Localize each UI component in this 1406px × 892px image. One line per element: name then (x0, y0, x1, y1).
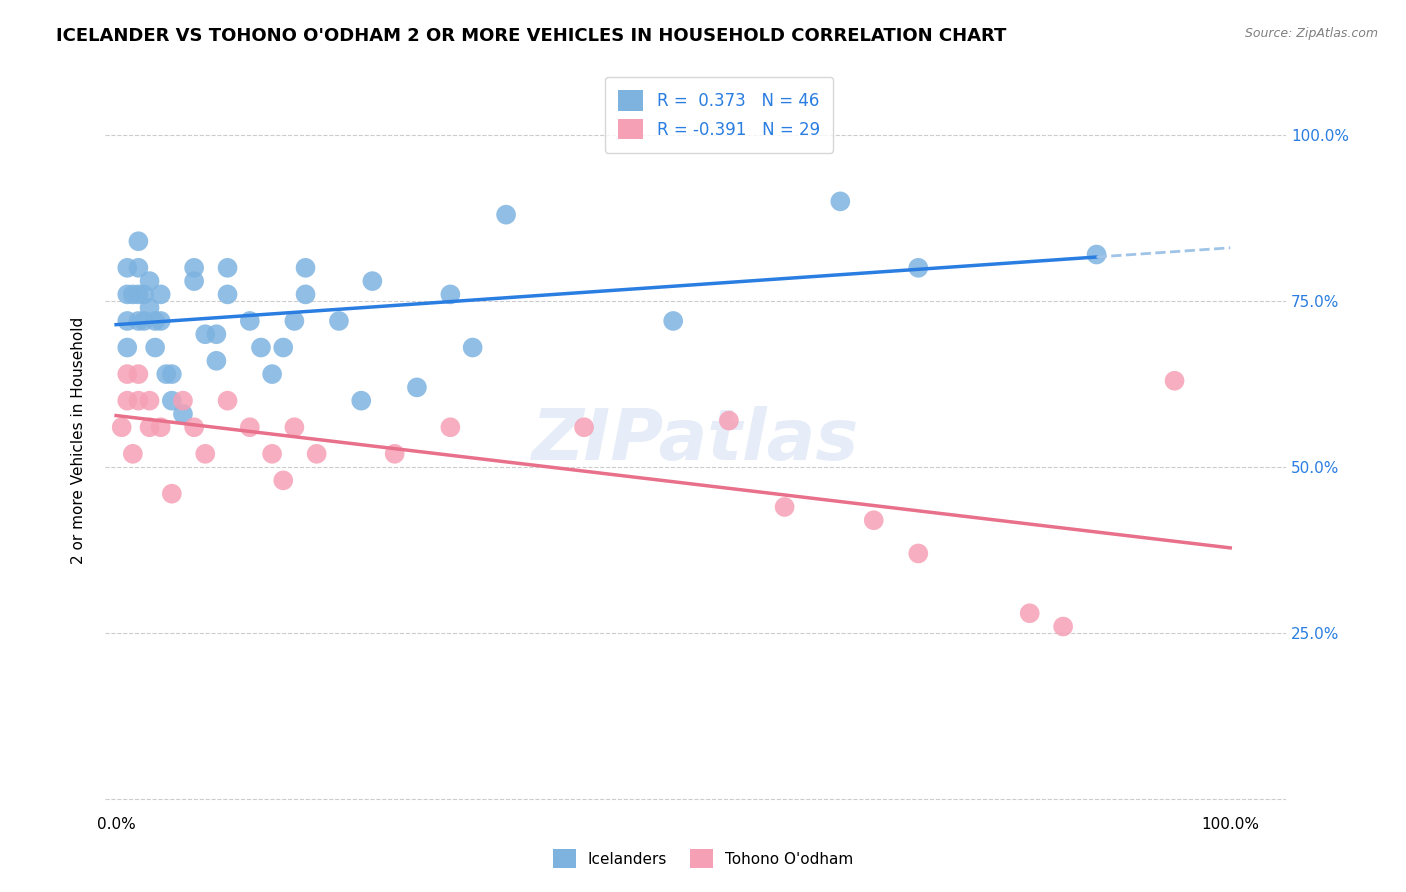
Text: ICELANDER VS TOHONO O'ODHAM 2 OR MORE VEHICLES IN HOUSEHOLD CORRELATION CHART: ICELANDER VS TOHONO O'ODHAM 2 OR MORE VE… (56, 27, 1007, 45)
Point (127, 367, 149, 381)
Point (183, 420, 205, 434)
Point (160, 367, 183, 381)
Text: ZIPatlas: ZIPatlas (531, 406, 859, 475)
Point (205, 327, 228, 342)
Point (862, 513, 884, 527)
Point (262, 447, 284, 461)
Point (121, 287, 143, 301)
Point (294, 287, 316, 301)
Point (132, 287, 155, 301)
Point (160, 393, 183, 408)
Legend: R =  0.373   N = 46, R = -0.391   N = 29: R = 0.373 N = 46, R = -0.391 N = 29 (605, 77, 834, 153)
Point (439, 420, 461, 434)
Point (149, 314, 172, 328)
Point (907, 546, 929, 560)
Point (172, 393, 194, 408)
Point (132, 314, 155, 328)
Point (111, 420, 134, 434)
Point (1052, 619, 1074, 633)
Point (239, 314, 262, 328)
Point (138, 393, 160, 408)
Point (149, 420, 172, 434)
Point (361, 274, 384, 288)
Point (1085, 247, 1108, 261)
Point (384, 447, 406, 461)
Point (239, 420, 262, 434)
Legend: Icelanders, Tohono O'odham: Icelanders, Tohono O'odham (546, 841, 860, 875)
Point (305, 447, 328, 461)
Point (250, 341, 273, 355)
Text: Source: ZipAtlas.com: Source: ZipAtlas.com (1244, 27, 1378, 40)
Point (271, 474, 294, 488)
Point (117, 314, 139, 328)
Point (127, 393, 149, 408)
Point (717, 414, 740, 428)
Point (127, 234, 149, 248)
Point (283, 420, 305, 434)
Point (328, 314, 350, 328)
Point (217, 287, 239, 301)
Point (127, 314, 149, 328)
Point (271, 341, 294, 355)
Point (117, 393, 139, 408)
Point (495, 208, 517, 222)
Point (121, 447, 143, 461)
Point (155, 367, 177, 381)
Point (572, 420, 595, 434)
Point (160, 486, 183, 500)
Point (283, 314, 305, 328)
Point (127, 260, 149, 275)
Point (138, 274, 160, 288)
Point (183, 274, 205, 288)
Point (138, 420, 160, 434)
Point (1018, 606, 1040, 620)
Point (262, 367, 284, 381)
Point (773, 500, 796, 514)
Point (183, 260, 205, 275)
Point (172, 407, 194, 421)
Point (117, 260, 139, 275)
Point (117, 341, 139, 355)
Point (143, 341, 166, 355)
Point (406, 380, 429, 394)
Point (461, 341, 484, 355)
Y-axis label: 2 or more Vehicles in Household: 2 or more Vehicles in Household (72, 317, 86, 564)
Point (149, 287, 172, 301)
Point (907, 260, 929, 275)
Point (117, 367, 139, 381)
Point (194, 327, 217, 342)
Point (143, 314, 166, 328)
Point (662, 314, 685, 328)
Point (1163, 374, 1185, 388)
Point (117, 287, 139, 301)
Point (205, 353, 228, 368)
Point (830, 194, 852, 209)
Point (294, 260, 316, 275)
Point (138, 301, 160, 315)
Point (217, 393, 239, 408)
Point (194, 447, 217, 461)
Point (127, 287, 149, 301)
Point (439, 287, 461, 301)
Point (217, 260, 239, 275)
Point (350, 393, 373, 408)
